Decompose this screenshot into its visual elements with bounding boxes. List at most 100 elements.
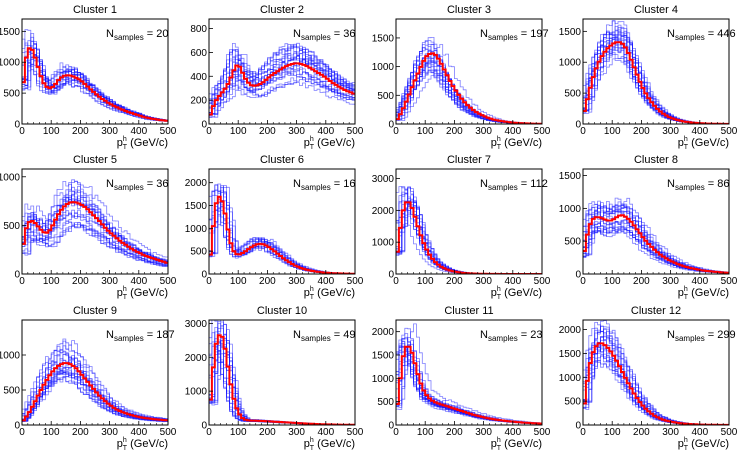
x-tick-label: 300 (101, 427, 118, 438)
sample-histogram (22, 225, 168, 267)
x-tick-label: 400 (130, 427, 147, 438)
cluster-panel-5: Cluster 5 0 100 200 300 400 500 0 500 1000 Nsample… (0, 154, 177, 301)
sample-histogram (209, 43, 355, 102)
y-tick-label: 2000 (372, 327, 395, 338)
sample-histogram (209, 200, 355, 274)
sample-histogram (209, 65, 355, 108)
y-tick-label: 1000 (0, 351, 20, 362)
x-tick-label: 0 (393, 427, 399, 438)
cluster-panel-7: Cluster 7 0 100 200 300 400 500 0 1000 2000 3000 Ns… (372, 154, 551, 301)
x-tick-label: 500 (721, 276, 738, 287)
sample-histogram (22, 180, 168, 258)
sample-histogram (22, 376, 168, 423)
panel-title: Cluster 5 (73, 154, 117, 166)
y-tick-label: 0 (14, 270, 20, 281)
x-axis-label: ph T (GeV/c) (304, 437, 355, 452)
sample-histogram (396, 203, 542, 274)
x-tick-label: 100 (417, 427, 434, 438)
mean-histogram (22, 362, 168, 422)
plot-frame (395, 18, 543, 125)
sample-histogram (22, 191, 168, 263)
x-tick-label: 0 (393, 276, 399, 287)
sample-histograms (396, 37, 542, 124)
cluster-panel-3: Cluster 3 0 100 200 300 400 500 0 500 1000 1500 Nsa… (372, 4, 551, 151)
x-tick-label: 200 (72, 427, 89, 438)
x-tick-label: 400 (691, 276, 708, 287)
x-tick-label: 400 (317, 276, 334, 287)
y-tick-label: 500 (3, 89, 20, 100)
x-tick-label: 100 (43, 126, 60, 137)
nsamples-label: Nsamples = 86 (667, 178, 730, 192)
mean-histogram (583, 342, 729, 425)
sample-histogram (209, 340, 355, 425)
x-tick-label: 0 (206, 126, 212, 137)
y-tick-label: 500 (377, 91, 394, 102)
y-tick-label: 2000 (185, 178, 208, 189)
x-axis-label: ph T (GeV/c) (678, 286, 729, 301)
sample-histogram (22, 340, 168, 420)
sample-histogram (396, 198, 542, 274)
nsamples-label: Nsamples = 446 (667, 28, 736, 42)
sample-histogram (209, 53, 355, 113)
plot-frame (208, 168, 356, 275)
x-axis-label: ph T (GeV/c) (678, 136, 729, 151)
y-tick-label: 0 (201, 120, 207, 131)
panel-title: Cluster 12 (631, 305, 681, 317)
x-tick-label: 0 (393, 126, 399, 137)
y-tick-label: 0 (201, 270, 207, 281)
mean-histogram (396, 345, 542, 425)
plot-frame (582, 168, 730, 275)
plot-frame (21, 168, 169, 275)
y-tick-label: 500 (3, 386, 20, 397)
cluster-panel-8: Cluster 8 0 100 200 300 400 500 0 500 1000 1500 Nsa… (559, 154, 738, 301)
plot-frame (208, 18, 356, 125)
sample-histogram (396, 69, 542, 124)
plot-frame (582, 18, 730, 125)
x-tick-label: 100 (604, 276, 621, 287)
nsamples-label: Nsamples = 197 (480, 28, 549, 42)
y-tick-label: 1000 (559, 373, 582, 384)
x-tick-label: 200 (72, 126, 89, 137)
sample-histogram (396, 323, 542, 424)
y-tick-label: 0 (201, 421, 207, 432)
x-tick-label: 500 (347, 427, 364, 438)
sample-histogram (583, 53, 729, 124)
sample-histogram (22, 60, 168, 122)
y-tick-label: 500 (3, 221, 20, 232)
sample-histogram (396, 66, 542, 124)
cluster-panel-11: Cluster 11 0 100 200 300 400 500 0 500 1000 1500 20… (372, 305, 551, 452)
x-tick-label: 300 (475, 427, 492, 438)
y-tick-label: 800 (190, 24, 207, 35)
nsamples-label: Nsamples = 187 (106, 329, 175, 343)
sample-histograms (22, 338, 168, 423)
y-tick-label: 1500 (0, 27, 20, 38)
panel-title: Cluster 10 (257, 305, 307, 317)
x-tick-label: 400 (317, 427, 334, 438)
sample-histogram (22, 370, 168, 422)
x-tick-label: 500 (347, 126, 364, 137)
y-tick-label: 1500 (372, 33, 395, 44)
x-tick-label: 300 (101, 126, 118, 137)
y-tick-label: 3000 (185, 319, 208, 330)
x-tick-label: 0 (580, 126, 586, 137)
y-tick-label: 2000 (372, 206, 395, 217)
mean-histogram (583, 214, 729, 274)
x-tick-label: 100 (604, 427, 621, 438)
cluster-panel-10: Cluster 10 0 100 200 300 400 500 0 1000 2000 3000 N… (185, 305, 364, 452)
x-tick-label: 300 (662, 427, 679, 438)
y-tick-label: 600 (190, 48, 207, 59)
x-axis-label: ph T (GeV/c) (304, 286, 355, 301)
x-tick-label: 300 (288, 427, 305, 438)
sample-histogram (209, 82, 355, 113)
sample-histograms (209, 183, 355, 274)
nsamples-label: Nsamples = 112 (480, 178, 548, 192)
x-tick-label: 400 (504, 126, 521, 137)
y-tick-label: 1000 (372, 374, 395, 385)
x-axis-label: ph T (GeV/c) (304, 136, 355, 151)
y-tick-label: 0 (388, 120, 394, 131)
x-tick-label: 300 (662, 276, 679, 287)
panel-title: Cluster 3 (447, 4, 491, 16)
cluster-panel-9: Cluster 9 0 100 200 300 400 500 0 500 1000 Nsample… (0, 305, 177, 452)
y-tick-label: 1500 (559, 27, 582, 38)
